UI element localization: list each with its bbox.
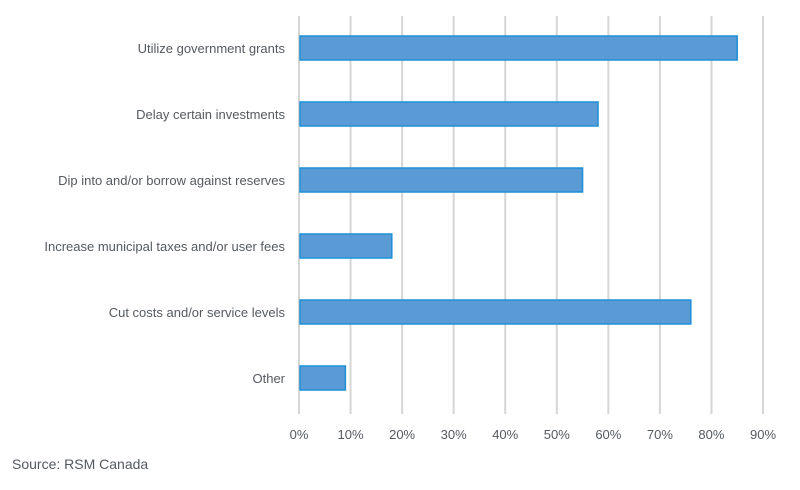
source-note: Source: RSM Canada: [12, 456, 149, 472]
bar: [299, 35, 738, 61]
bar: [299, 233, 393, 259]
x-tick-label: 60%: [595, 427, 621, 442]
x-tick-label: 30%: [441, 427, 467, 442]
bar: [299, 101, 599, 127]
bar: [299, 365, 347, 391]
bar-chart: Utilize government grants Delay certain i…: [44, 16, 777, 442]
x-tick-labels: 0% 10% 20% 30% 40% 50% 60% 70% 80% 90%: [290, 427, 777, 442]
bar: [299, 167, 584, 193]
category-label: Increase municipal taxes and/or user fee…: [44, 239, 285, 254]
category-label: Delay certain investments: [136, 107, 285, 122]
category-label: Utilize government grants: [138, 41, 286, 56]
category-label: Cut costs and/or service levels: [109, 305, 286, 320]
x-tick-label: 40%: [492, 427, 518, 442]
x-tick-label: 0%: [290, 427, 309, 442]
category-labels: Utilize government grants Delay certain i…: [44, 41, 285, 386]
bars: [299, 35, 738, 391]
x-tick-label: 80%: [698, 427, 724, 442]
x-tick-label: 90%: [750, 427, 776, 442]
x-tick-label: 50%: [544, 427, 570, 442]
x-tick-label: 20%: [389, 427, 415, 442]
grid-lines: [298, 16, 764, 414]
x-tick-label: 70%: [647, 427, 673, 442]
x-tick-label: 10%: [338, 427, 364, 442]
category-label: Dip into and/or borrow against reserves: [58, 173, 285, 188]
bar: [299, 299, 692, 325]
category-label: Other: [252, 371, 285, 386]
